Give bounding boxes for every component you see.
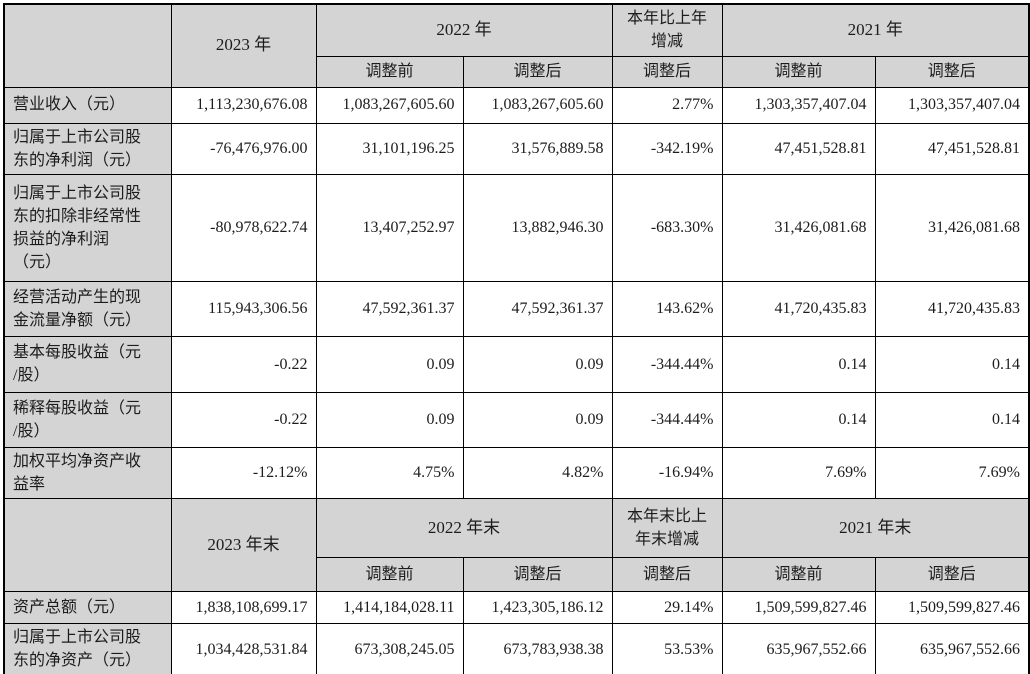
row-label: 经营活动产生的现 金流量净额（元） [3, 280, 172, 337]
yearend-corner-cell [3, 498, 172, 593]
value-cell: 47,592,361.37 [462, 280, 613, 337]
annual-2022-after-header: 调整后 [462, 55, 613, 88]
row-label: 加权平均净资产收 益率 [3, 446, 172, 500]
value-cell: -344.44% [611, 335, 723, 393]
value-cell: -76,476,976.00 [170, 122, 317, 175]
value-cell: -344.44% [611, 391, 723, 448]
table-row-diluted-eps: 稀释每股收益（元 /股） -0.22 0.09 0.09 -344.44% 0.… [3, 391, 1030, 448]
table-row-net-profit: 归属于上市公司股 东的净利润（元） -76,476,976.00 31,101,… [3, 122, 1030, 175]
value-cell: 1,083,267,605.60 [462, 86, 613, 124]
annual-2021-after-header: 调整后 [874, 55, 1030, 88]
yearend-col-2023: 2023 年末 [170, 498, 317, 593]
value-cell: 1,034,428,531.84 [170, 623, 317, 674]
value-cell: 1,113,230,676.08 [170, 86, 317, 124]
value-cell: 673,308,245.05 [315, 623, 464, 674]
table-row-net-profit-excl-nonrecurring: 归属于上市公司股 东的扣除非经常性 损益的净利润 （元） -80,978,622… [3, 173, 1030, 282]
annual-header-years: 2023 年 2022 年 本年比上年 增减 2021 年 [3, 3, 1030, 88]
value-cell: 47,592,361.37 [315, 280, 464, 337]
row-label: 资产总额（元） [3, 591, 172, 625]
value-cell: 1,303,357,407.04 [874, 86, 1030, 124]
value-cell: 2.77% [611, 86, 723, 124]
value-cell: 635,967,552.66 [874, 623, 1030, 674]
financial-summary-table: 2023 年 2022 年 本年比上年 增减 2021 年 调整前 调整后 调整… [3, 3, 1030, 674]
annual-header-adjust: 调整前 调整后 调整后 调整前 调整后 [4, 55, 1030, 88]
value-cell: 1,083,267,605.60 [315, 86, 464, 124]
value-cell: 31,101,196.25 [315, 122, 464, 175]
value-cell: 0.09 [315, 335, 464, 393]
annual-change-after-header: 调整后 [611, 55, 723, 88]
value-cell: -683.30% [611, 173, 723, 282]
row-label: 归属于上市公司股 东的净资产（元） [3, 623, 172, 674]
table-row-net-assets: 归属于上市公司股 东的净资产（元） 1,034,428,531.84 673,3… [3, 623, 1030, 674]
yearend-2021-before-header: 调整前 [721, 557, 876, 593]
annual-col-2022: 2022 年 [315, 3, 613, 57]
row-label: 归属于上市公司股 东的净利润（元） [3, 122, 172, 175]
value-cell: -16.94% [611, 446, 723, 500]
yearend-2022-before-header: 调整前 [315, 557, 464, 593]
value-cell: 635,967,552.66 [721, 623, 876, 674]
value-cell: 0.14 [874, 335, 1030, 393]
yearend-2022-after-header: 调整后 [462, 557, 613, 593]
yearend-col-2022: 2022 年末 [315, 498, 613, 559]
table-row-revenue: 营业收入（元） 1,113,230,676.08 1,083,267,605.6… [3, 86, 1030, 124]
yearend-col-2021: 2021 年末 [721, 498, 1030, 559]
value-cell: -342.19% [611, 122, 723, 175]
value-cell: 115,943,306.56 [170, 280, 317, 337]
annual-corner-cell [3, 3, 172, 88]
value-cell: -0.22 [170, 391, 317, 448]
value-cell: 47,451,528.81 [874, 122, 1030, 175]
value-cell: -12.12% [170, 446, 317, 500]
value-cell: 41,720,435.83 [874, 280, 1030, 337]
value-cell: 13,407,252.97 [315, 173, 464, 282]
row-label: 稀释每股收益（元 /股） [3, 391, 172, 448]
yearend-header-years: 2023 年末 2022 年末 本年末比上 年末增减 2021 年末 [3, 498, 1030, 593]
value-cell: 53.53% [611, 623, 723, 674]
table-row-operating-cash-flow: 经营活动产生的现 金流量净额（元） 115,943,306.56 47,592,… [3, 280, 1030, 337]
value-cell: 0.09 [315, 391, 464, 448]
value-cell: 13,882,946.30 [462, 173, 613, 282]
row-label: 营业收入（元） [3, 86, 172, 124]
value-cell: 31,426,081.68 [721, 173, 876, 282]
value-cell: 0.09 [462, 335, 613, 393]
value-cell: 1,414,184,028.11 [315, 591, 464, 625]
value-cell: 0.14 [721, 335, 876, 393]
value-cell: 1,838,108,699.17 [170, 591, 317, 625]
annual-col-change: 本年比上年 增减 [611, 3, 723, 57]
yearend-col-change: 本年末比上 年末增减 [611, 498, 723, 559]
row-label: 基本每股收益（元 /股） [3, 335, 172, 393]
value-cell: 1,423,305,186.12 [462, 591, 613, 625]
row-label: 归属于上市公司股 东的扣除非经常性 损益的净利润 （元） [3, 173, 172, 282]
value-cell: 29.14% [611, 591, 723, 625]
table-row-weighted-avg-roe: 加权平均净资产收 益率 -12.12% 4.75% 4.82% -16.94% … [3, 446, 1030, 500]
value-cell: 143.62% [611, 280, 723, 337]
annual-col-2023: 2023 年 [170, 3, 317, 88]
value-cell: 4.82% [462, 446, 613, 500]
value-cell: 673,783,938.38 [462, 623, 613, 674]
table-row-total-assets: 资产总额（元） 1,838,108,699.17 1,414,184,028.1… [3, 591, 1030, 625]
value-cell: 31,426,081.68 [874, 173, 1030, 282]
yearend-2021-after-header: 调整后 [874, 557, 1030, 593]
value-cell: -0.22 [170, 335, 317, 393]
value-cell: 7.69% [874, 446, 1030, 500]
value-cell: -80,978,622.74 [170, 173, 317, 282]
value-cell: 0.09 [462, 391, 613, 448]
yearend-change-after-header: 调整后 [611, 557, 723, 593]
value-cell: 0.14 [874, 391, 1030, 448]
annual-col-2021: 2021 年 [721, 3, 1030, 57]
value-cell: 1,509,599,827.46 [721, 591, 876, 625]
value-cell: 31,576,889.58 [462, 122, 613, 175]
value-cell: 1,509,599,827.46 [874, 591, 1030, 625]
value-cell: 41,720,435.83 [721, 280, 876, 337]
value-cell: 0.14 [721, 391, 876, 448]
value-cell: 7.69% [721, 446, 876, 500]
value-cell: 1,303,357,407.04 [721, 86, 876, 124]
yearend-header-adjust: 调整前 调整后 调整后 调整前 调整后 [4, 557, 1030, 593]
annual-2021-before-header: 调整前 [721, 55, 876, 88]
value-cell: 4.75% [315, 446, 464, 500]
annual-2022-before-header: 调整前 [315, 55, 464, 88]
value-cell: 47,451,528.81 [721, 122, 876, 175]
table-row-basic-eps: 基本每股收益（元 /股） -0.22 0.09 0.09 -344.44% 0.… [3, 335, 1030, 393]
